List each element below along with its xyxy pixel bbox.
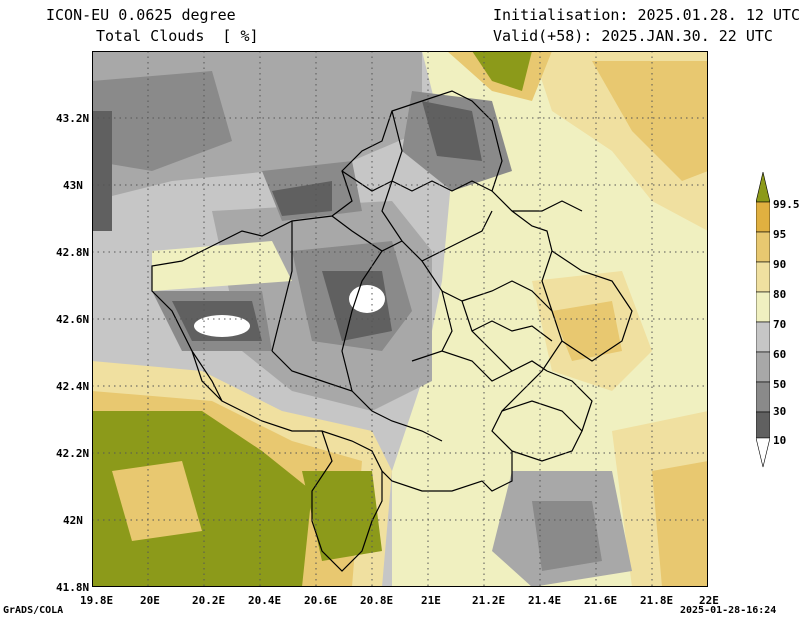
colorbar-label: 50 [773, 378, 787, 391]
cloud-field [92, 51, 708, 587]
lon-tick: 21.2E [472, 594, 506, 607]
lon-tick: 21.4E [528, 594, 562, 607]
colorbar-label: 70 [773, 318, 787, 331]
valid-time: Valid(+58): 2025.JAN.30. 22 UTC [493, 27, 773, 45]
footer-software: GrADS/COLA [3, 605, 64, 616]
colorbar [756, 172, 770, 468]
lon-tick: 20.2E [192, 594, 226, 607]
colorbar-label: 30 [773, 405, 787, 418]
lat-tick: 43N [63, 179, 83, 192]
lon-tick: 21.8E [640, 594, 674, 607]
colorbar-label: 90 [773, 258, 787, 271]
grid-lines [92, 51, 708, 587]
lon-tick: 19.8E [80, 594, 114, 607]
country-borders [151, 90, 633, 572]
lat-tick: 42.2N [56, 447, 90, 460]
footer-timestamp: 2025-01-28-16:24 [680, 605, 777, 616]
lat-tick: 42.4N [56, 380, 90, 393]
lat-tick: 42N [63, 514, 83, 527]
lat-tick: 42.8N [56, 246, 90, 259]
lon-tick: 20.8E [360, 594, 394, 607]
colorbar-label: 99.5 [773, 198, 800, 211]
lon-tick: 21.6E [584, 594, 618, 607]
variable-title: Total Clouds [ %] [96, 27, 259, 45]
lat-tick: 42.6N [56, 313, 90, 326]
cloud-cover-map [92, 51, 708, 587]
colorbar-label: 95 [773, 228, 787, 241]
lon-tick: 20.6E [304, 594, 338, 607]
lat-tick: 43.2N [56, 112, 90, 125]
lon-tick: 21E [421, 594, 441, 607]
lat-tick: 41.8N [56, 581, 90, 594]
model-title: ICON-EU 0.0625 degree [46, 6, 236, 24]
lon-tick: 20E [140, 594, 160, 607]
lon-tick: 22E [699, 594, 719, 607]
colorbar-label: 60 [773, 348, 787, 361]
init-time: Initialisation: 2025.01.28. 12 UTC [493, 6, 800, 24]
colorbar-label: 10 [773, 434, 787, 447]
colorbar-label: 80 [773, 288, 787, 301]
lon-tick: 20.4E [248, 594, 282, 607]
